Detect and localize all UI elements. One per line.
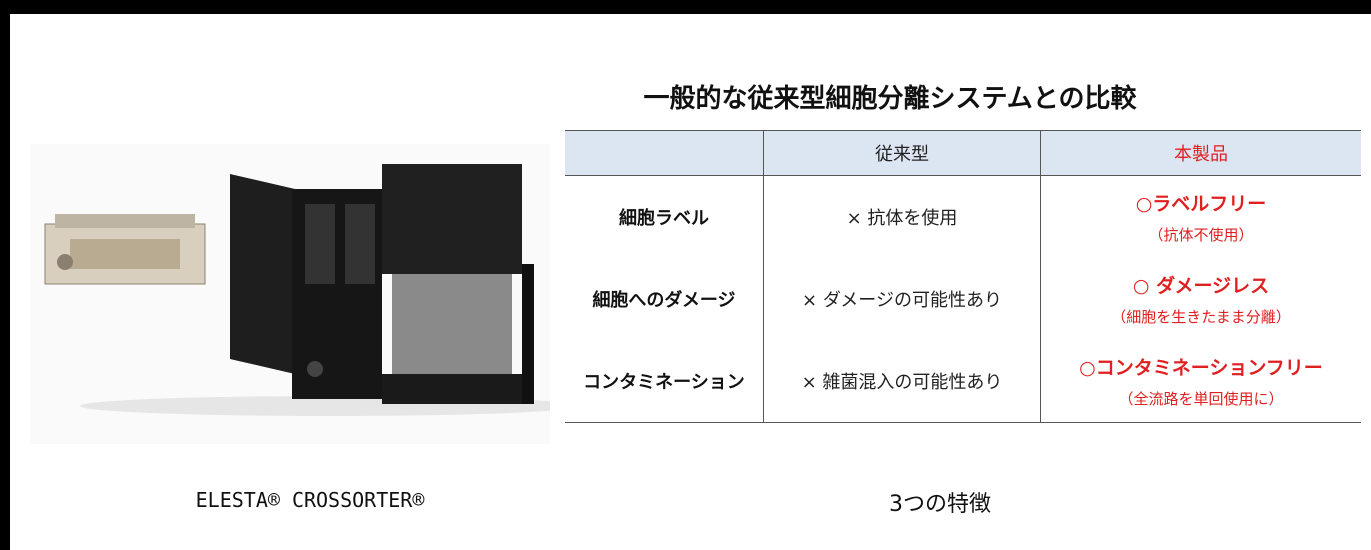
product-feature: ○ラベルフリー [1135, 193, 1267, 215]
header-cell: 従来型 [763, 130, 1041, 176]
product-feature: ○コンタミネーションフリー [1079, 357, 1323, 379]
product-note: （抗体不使用） [1148, 226, 1254, 244]
conventional-cell: × 抗体を使用 [763, 175, 1041, 258]
comparison-table: 従来型 本製品 細胞ラベル × 抗体を使用 ○ラベルフリー （抗体不使用） 細胞へのダメ… [565, 130, 1361, 423]
product-feature: ○ ダメージレス [1132, 275, 1270, 297]
table-row: 細胞ラベル × 抗体を使用 ○ラベルフリー （抗体不使用） [565, 175, 1361, 258]
header-cell: 本製品 [1040, 130, 1361, 176]
row-label: コンタミネーション [565, 340, 764, 423]
conventional-cell: × ダメージの可能性あり [763, 258, 1041, 340]
conventional-cell: × 雑菌混入の可能性あり [763, 340, 1041, 423]
product-cell: ○ ダメージレス （細胞を生きたまま分離） [1040, 258, 1361, 340]
table-row: 細胞へのダメージ × ダメージの可能性あり ○ ダメージレス （細胞を生きたまま分離） [565, 258, 1361, 340]
product-note: （全流路を単回使用に） [1118, 390, 1284, 408]
header-cell [565, 130, 764, 176]
title: 一般的な従来型細胞分離システムとの比較 [643, 84, 1137, 114]
caption: ELESTA® CROSSORTER® [195, 488, 425, 512]
product-note: （細胞を生きたまま分離） [1111, 308, 1291, 326]
row-label: 細胞ラベル [565, 175, 764, 258]
product-cell: ○コンタミネーションフリー （全流路を単回使用に） [1040, 340, 1361, 423]
table-row: コンタミネーション × 雑菌混入の可能性あり ○コンタミネーションフリー （全流路を単… [565, 340, 1361, 423]
row-label: 細胞へのダメージ [565, 258, 764, 340]
product-cell: ○ラベルフリー （抗体不使用） [1040, 175, 1361, 258]
footer-heading: 3つの特徴 [889, 492, 991, 517]
product-image [30, 144, 550, 444]
